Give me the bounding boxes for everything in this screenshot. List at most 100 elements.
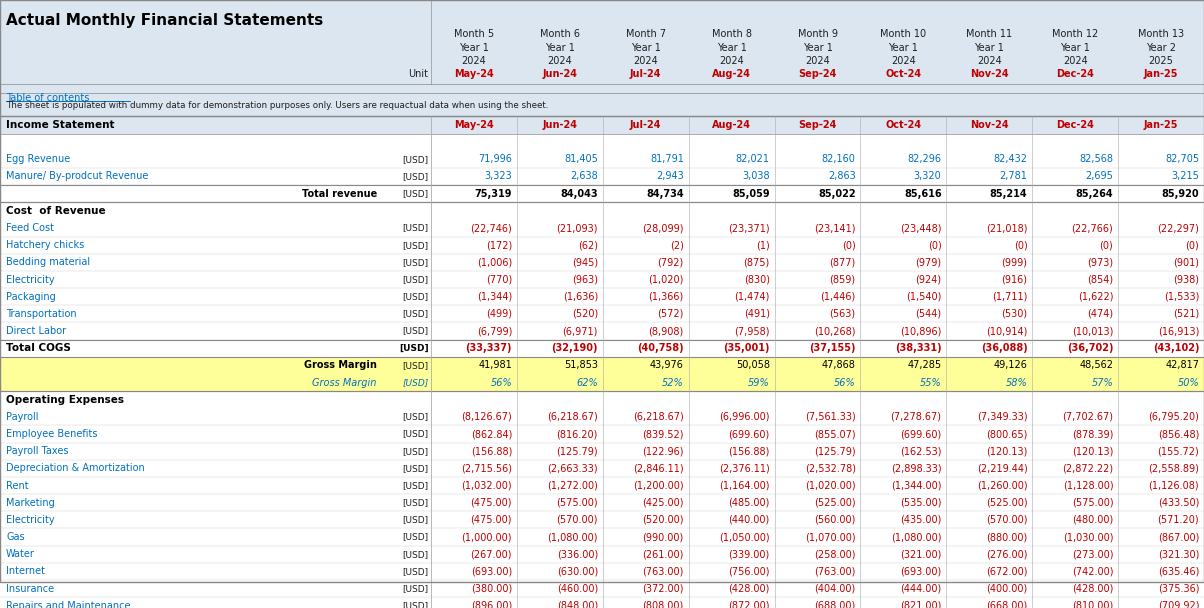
Text: (1,260.00): (1,260.00) (976, 480, 1027, 491)
Text: Jul-24: Jul-24 (630, 69, 661, 80)
Text: (36,702): (36,702) (1067, 343, 1114, 353)
Text: (1): (1) (756, 240, 769, 250)
Text: (480.00): (480.00) (1072, 515, 1114, 525)
Text: (380.00): (380.00) (471, 584, 512, 593)
Text: Gas: Gas (6, 532, 24, 542)
Text: Transportation: Transportation (6, 309, 77, 319)
Text: (1,020.00): (1,020.00) (805, 480, 856, 491)
Text: (570.00): (570.00) (556, 515, 598, 525)
Text: (854): (854) (1087, 275, 1114, 285)
Text: 56%: 56% (490, 378, 512, 387)
Text: (261.00): (261.00) (643, 549, 684, 559)
Text: (1,126.08): (1,126.08) (1149, 480, 1199, 491)
Text: Month 13: Month 13 (1138, 29, 1184, 39)
Text: 3,215: 3,215 (1171, 171, 1199, 182)
Text: 47,285: 47,285 (908, 361, 942, 370)
Text: Jul-24: Jul-24 (630, 120, 661, 130)
Text: (1,128.00): (1,128.00) (1063, 480, 1114, 491)
Text: (62): (62) (578, 240, 598, 250)
Text: (33,337): (33,337) (466, 343, 512, 353)
Text: (1,000.00): (1,000.00) (461, 532, 512, 542)
Text: 2024: 2024 (891, 56, 916, 66)
Text: (544): (544) (915, 309, 942, 319)
Text: (7,958): (7,958) (734, 326, 769, 336)
Text: (1,344): (1,344) (477, 292, 512, 302)
Text: (1,080.00): (1,080.00) (891, 532, 942, 542)
Text: (859): (859) (830, 275, 856, 285)
Text: (435.00): (435.00) (901, 515, 942, 525)
Text: (2,376.11): (2,376.11) (719, 463, 769, 474)
Text: (792): (792) (657, 257, 684, 268)
Text: (570.00): (570.00) (986, 515, 1027, 525)
Text: [USD]: [USD] (402, 584, 429, 593)
Text: (1,366): (1,366) (649, 292, 684, 302)
Text: Oct-24: Oct-24 (885, 120, 921, 130)
Text: (273.00): (273.00) (1072, 549, 1114, 559)
Text: (1,006): (1,006) (477, 257, 512, 268)
Text: 2025: 2025 (1149, 56, 1174, 66)
Text: Total COGS: Total COGS (6, 343, 71, 353)
Text: Aug-24: Aug-24 (712, 69, 751, 80)
Text: 55%: 55% (920, 378, 942, 387)
Text: (404.00): (404.00) (814, 584, 856, 593)
Text: [USD]: [USD] (402, 155, 429, 164)
Text: (321.30): (321.30) (1158, 549, 1199, 559)
Text: 2,695: 2,695 (1086, 171, 1114, 182)
Text: (693.00): (693.00) (471, 567, 512, 576)
Text: [USD]: [USD] (402, 516, 429, 524)
Text: (10,268): (10,268) (814, 326, 856, 336)
Text: (162.53): (162.53) (901, 446, 942, 456)
Text: (572): (572) (657, 309, 684, 319)
Text: Month 11: Month 11 (967, 29, 1013, 39)
Text: 58%: 58% (1005, 378, 1027, 387)
Text: (7,278.67): (7,278.67) (891, 412, 942, 422)
Text: 2024: 2024 (633, 56, 659, 66)
Bar (0, 391, 1204, 409)
Text: (23,448): (23,448) (901, 223, 942, 233)
Text: Internet: Internet (6, 567, 45, 576)
Text: (485.00): (485.00) (728, 498, 769, 508)
Text: (1,032.00): (1,032.00) (461, 480, 512, 491)
Text: Payroll Taxes: Payroll Taxes (6, 446, 69, 456)
Text: (635.46): (635.46) (1158, 567, 1199, 576)
Text: (856.48): (856.48) (1158, 429, 1199, 439)
Text: (1,533): (1,533) (1164, 292, 1199, 302)
Text: (339.00): (339.00) (728, 549, 769, 559)
Text: 56%: 56% (834, 378, 856, 387)
Text: (0): (0) (1014, 240, 1027, 250)
Bar (0, 168, 1204, 185)
Text: Electricity: Electricity (6, 515, 54, 525)
Text: (560.00): (560.00) (814, 515, 856, 525)
Text: [USD]: [USD] (402, 567, 429, 576)
Text: (525.00): (525.00) (814, 498, 856, 508)
Text: (763.00): (763.00) (643, 567, 684, 576)
Text: 85,059: 85,059 (732, 188, 769, 199)
Text: (2): (2) (669, 240, 684, 250)
Text: (877): (877) (830, 257, 856, 268)
Text: 2024: 2024 (719, 56, 744, 66)
Bar (0, 563, 1204, 580)
Text: (756.00): (756.00) (728, 567, 769, 576)
Text: (428.00): (428.00) (728, 584, 769, 593)
Text: (1,272.00): (1,272.00) (547, 480, 598, 491)
Text: (32,190): (32,190) (551, 343, 598, 353)
Text: (839.52): (839.52) (643, 429, 684, 439)
Text: (770): (770) (486, 275, 512, 285)
Bar (0, 580, 1204, 597)
Text: (530): (530) (1002, 309, 1027, 319)
Text: (668.00): (668.00) (986, 601, 1027, 608)
Text: 3,038: 3,038 (742, 171, 769, 182)
Text: (23,371): (23,371) (728, 223, 769, 233)
Bar (0, 322, 1204, 340)
Text: (2,219.44): (2,219.44) (976, 463, 1027, 474)
Text: (428.00): (428.00) (1072, 584, 1114, 593)
Text: (6,795.20): (6,795.20) (1149, 412, 1199, 422)
Text: 50%: 50% (1178, 378, 1199, 387)
Text: (709.92): (709.92) (1158, 601, 1199, 608)
Bar (0, 202, 1204, 219)
Text: (0): (0) (842, 240, 856, 250)
Text: (10,896): (10,896) (901, 326, 942, 336)
Text: Bedding material: Bedding material (6, 257, 90, 268)
Text: Repairs and Maintenance: Repairs and Maintenance (6, 601, 130, 608)
Text: (10,914): (10,914) (986, 326, 1027, 336)
